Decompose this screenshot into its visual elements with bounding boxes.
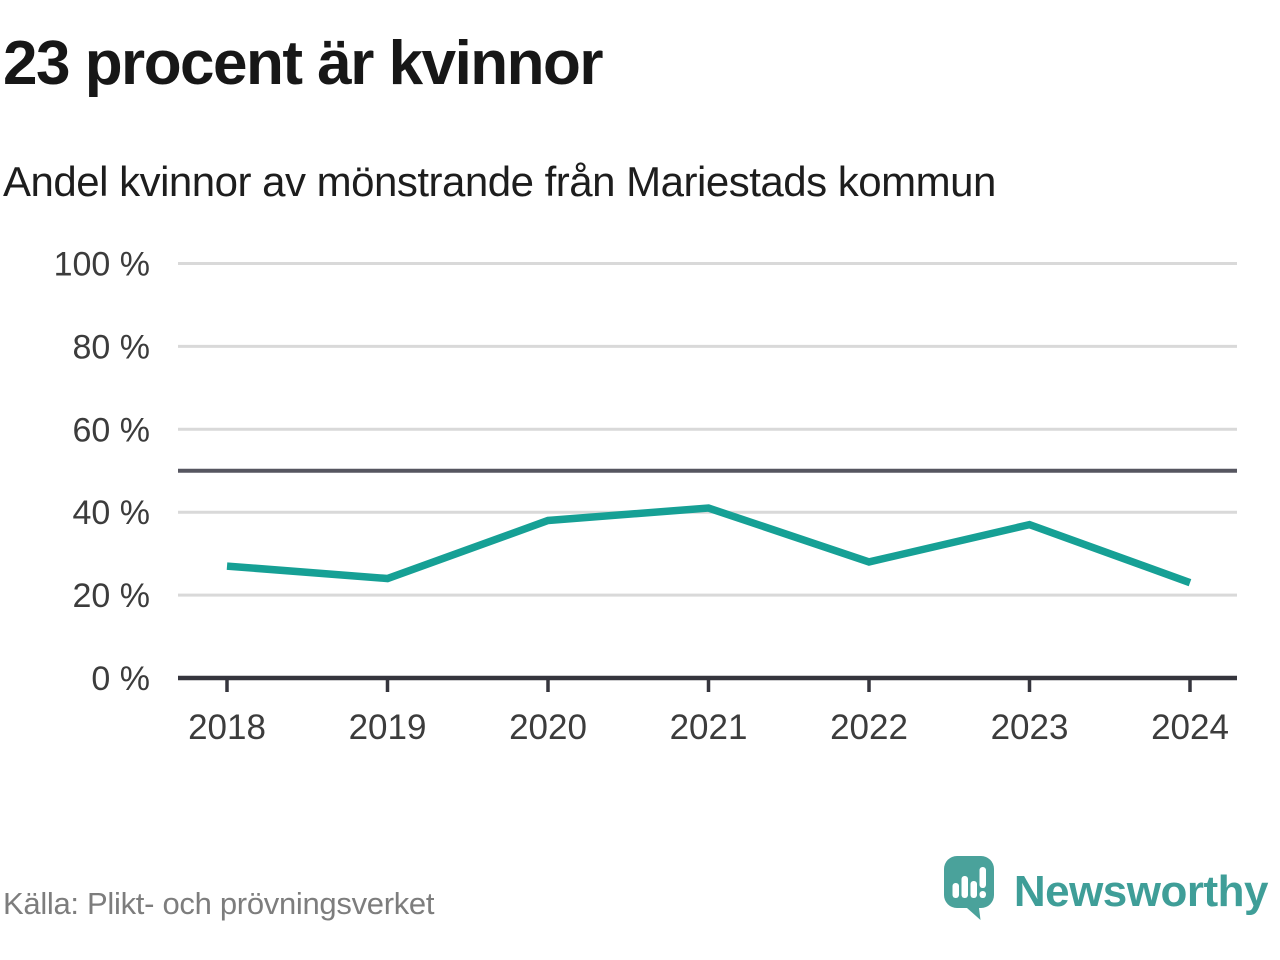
newsworthy-logo-icon bbox=[943, 856, 994, 920]
y-axis-label: 0 % bbox=[91, 660, 150, 698]
bar-tall bbox=[961, 876, 968, 898]
y-axis-label: 80 % bbox=[73, 328, 151, 366]
bar-small bbox=[952, 883, 959, 898]
newsworthy-wordmark: Newsworthy bbox=[1013, 867, 1269, 916]
line-chart: 0 % 20 % 40 % 60 % 80 % 100 % 2018 2019 2020 2021… bbox=[54, 246, 1237, 747]
y-axis-label: 20 % bbox=[73, 577, 151, 615]
x-axis-label: 2020 bbox=[509, 708, 587, 747]
x-axis-label: 2019 bbox=[349, 708, 427, 747]
x-axis-label: 2018 bbox=[188, 708, 266, 747]
data-line bbox=[226, 504, 1192, 587]
exclamation-dot bbox=[979, 891, 986, 898]
x-axis-label: 2021 bbox=[670, 708, 748, 747]
x-axis-label: 2023 bbox=[991, 708, 1069, 747]
y-axis-label: 60 % bbox=[73, 411, 151, 449]
exclamation-stem bbox=[979, 867, 986, 888]
y-axis-label: 40 % bbox=[73, 494, 151, 532]
x-axis-label: 2024 bbox=[1151, 708, 1229, 747]
bar-medium bbox=[970, 881, 977, 898]
y-axis-label: 100 % bbox=[54, 246, 150, 284]
chart-subtitle: Andel kvinnor av mönstrande från Mariest… bbox=[3, 158, 996, 205]
newsworthy-logo: Newsworthy bbox=[943, 856, 1269, 922]
x-axis-label: 2022 bbox=[830, 708, 908, 747]
speech-bubble-shape bbox=[943, 856, 994, 920]
source-note: Källa: Plikt- och prövningsverket bbox=[3, 886, 435, 921]
chart-title: 23 procent är kvinnor bbox=[3, 29, 604, 98]
